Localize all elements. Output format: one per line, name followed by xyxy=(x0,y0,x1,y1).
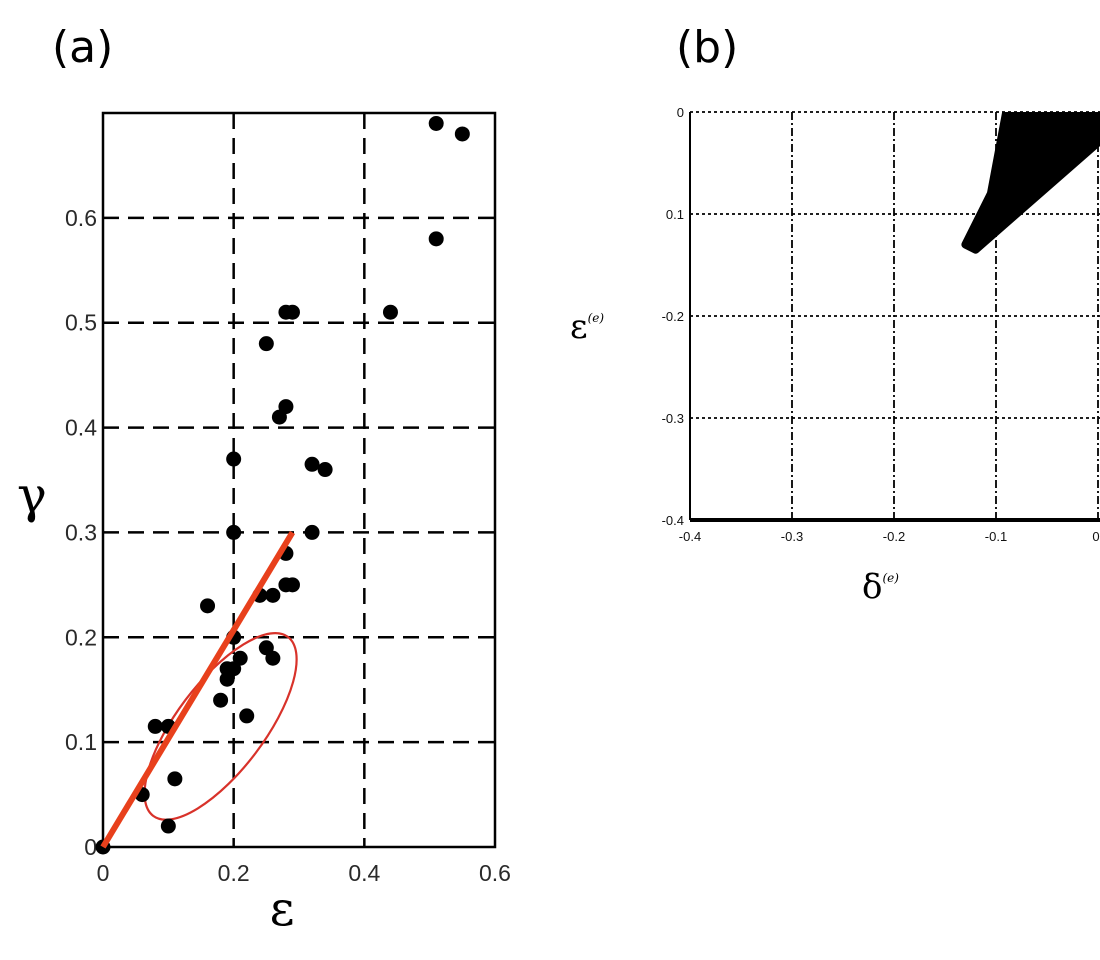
panel-a-y-tick-label: 0.4 xyxy=(65,415,97,441)
panel-b-y-tick-label: -0.4 xyxy=(662,513,684,528)
panel-b-x-tick-label: -0.4 xyxy=(679,529,701,544)
panel-b-y-axis-label-sup: (e) xyxy=(588,311,605,325)
panel-b-x-axis-label-sup: (e) xyxy=(882,571,899,585)
panel-b-chart: 00.1-0.2-0.3-0.4 -0.4 -0.3 -0.2 -0.1 0 δ(e) … xyxy=(570,105,1100,607)
panel-a-x-tick-label: 0.6 xyxy=(479,860,511,886)
panel-a-ellipse-group xyxy=(143,632,298,821)
panel-a-fit-group xyxy=(100,530,296,849)
panel-a-y-tick-label: 0 xyxy=(84,834,97,860)
panel-a-data-point xyxy=(200,598,216,614)
panel-a-x-tick-label: 0.4 xyxy=(348,860,380,886)
panel-b-frame xyxy=(689,112,1100,522)
panel-a-x-tick-label: 0 xyxy=(97,860,110,886)
panel-a-fit-line xyxy=(100,530,296,849)
panel-a-data-point xyxy=(265,650,281,666)
panel-a-data-point xyxy=(428,115,444,131)
panel-a-data-point xyxy=(239,708,255,724)
panel-a-x-axis-label: ε xyxy=(270,881,295,937)
panel-a-data-point xyxy=(454,126,470,142)
panel-b-y-tick-label: 0.1 xyxy=(666,207,684,222)
panel-b-x-axis-label: δ(e) xyxy=(862,567,899,607)
panel-a-y-axis-label: γ xyxy=(17,466,47,524)
panel-a-label: (a) xyxy=(52,22,113,73)
panel-a-x-tick-label: 0.2 xyxy=(218,860,250,886)
panel-a-data-point xyxy=(317,462,333,478)
panel-a-data-point xyxy=(278,577,294,593)
panel-b-label: (b) xyxy=(676,22,738,73)
panel-a-data-point xyxy=(160,818,176,834)
panel-b-x-tick-label: -0.3 xyxy=(781,529,803,544)
panel-a-data-point xyxy=(428,231,444,247)
panel-a-data-point xyxy=(258,336,274,352)
panel-a-y-ticks: 0 0.1 0.2 0.3 0.4 0.5 0.6 xyxy=(65,205,97,860)
panel-b-y-tick-label: 0 xyxy=(677,105,684,120)
panel-a-y-tick-label: 0.6 xyxy=(65,205,97,231)
panel-a-chart: 0 0.1 0.2 0.3 0.4 0.5 0.6 0 0.2 0.4 0.6 ε γ xyxy=(17,111,511,937)
panel-a-y-tick-label: 0.2 xyxy=(65,624,97,650)
panel-b-feasible-region xyxy=(961,112,1100,254)
panel-a-data-point xyxy=(226,451,242,467)
panel-a-data-point xyxy=(284,304,300,320)
panel-b-region-group xyxy=(961,112,1100,254)
panel-a-data-point xyxy=(382,304,398,320)
panel-a-data-point xyxy=(167,771,183,787)
panel-a-y-tick-label: 0.3 xyxy=(65,519,97,545)
panel-a-data-point xyxy=(304,456,320,472)
panel-a-x-ticks: 0 0.2 0.4 0.6 xyxy=(97,860,511,886)
panel-b-y-tick-label: -0.2 xyxy=(662,309,684,324)
panel-a-data-point xyxy=(219,671,235,687)
panel-b-y-axis-label: ε(e) xyxy=(570,307,604,347)
panel-b-y-ticks: 0 0.1 -0.2 -0.3 -0.4 xyxy=(662,105,684,528)
panel-a-y-tick-label: 0.1 xyxy=(65,729,97,755)
panel-b-y-tick-label: -0.3 xyxy=(662,411,684,426)
panel-a-data-point xyxy=(213,692,229,708)
panel-a-points xyxy=(95,115,470,855)
panel-a-highlight-ellipse xyxy=(143,632,298,821)
panel-a-data-point xyxy=(304,524,320,540)
panel-b-x-tick-label: -0.1 xyxy=(985,529,1007,544)
panel-a-data-point xyxy=(271,409,287,425)
panel-a-y-tick-label: 0.5 xyxy=(65,310,97,336)
panel-a-data-point xyxy=(147,718,163,734)
panel-a-data-point xyxy=(265,587,281,603)
panel-b-x-tick-label: -0.2 xyxy=(883,529,905,544)
panel-b-x-tick-label: 0 xyxy=(1092,529,1099,544)
panel-a-data-point xyxy=(226,524,242,540)
panel-b-grid xyxy=(690,111,1100,520)
panel-a-plot-frame xyxy=(101,111,497,849)
panel-b-x-ticks: -0.4 -0.3 -0.2 -0.1 0 xyxy=(679,529,1100,544)
